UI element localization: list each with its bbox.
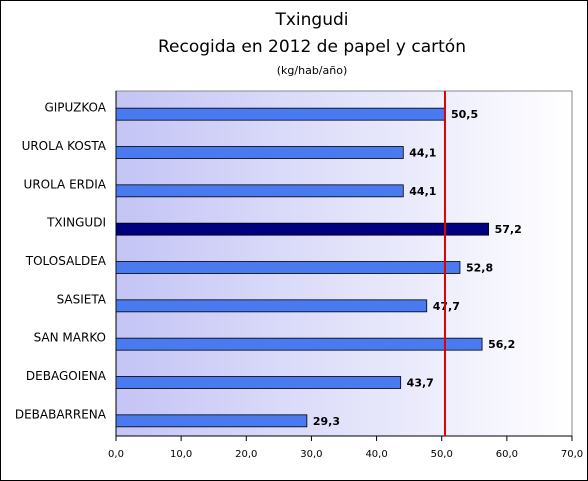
x-tick-label: 40,0 (365, 449, 387, 460)
y-tick-label: SASIETA (57, 292, 107, 306)
value-label: 52,8 (466, 262, 493, 275)
y-tick-label: SAN MARKO (34, 331, 106, 345)
bar (115, 184, 404, 198)
bar (115, 414, 308, 428)
bar (115, 337, 483, 351)
bar (115, 261, 461, 274)
bar (115, 107, 446, 121)
x-tick-label: 0,0 (108, 449, 124, 460)
value-label: 44,1 (409, 185, 436, 198)
y-tick-label: UROLA ERDIA (24, 177, 107, 191)
x-tick-label: 50,0 (431, 449, 453, 460)
value-label: 47,7 (433, 300, 460, 313)
y-tick-label: GIPUZKOA (44, 101, 106, 115)
value-label: 44,1 (409, 147, 436, 160)
x-tick-label: 10,0 (170, 449, 192, 460)
value-label: 50,5 (451, 108, 478, 121)
x-tick-label: 30,0 (300, 449, 322, 460)
y-tick-label: TXINGUDI (46, 216, 106, 230)
chart-title: Txingudi (274, 10, 348, 30)
value-label: 29,3 (313, 415, 340, 428)
bar (115, 376, 402, 389)
x-tick-label: 70,0 (561, 449, 583, 460)
value-label: 56,2 (488, 338, 515, 351)
value-label: 57,2 (495, 223, 522, 236)
units-label: (kg/hab/año) (277, 64, 348, 77)
x-tick-label: 20,0 (235, 449, 257, 460)
bar (115, 146, 404, 159)
y-tick-label: TOLOSALDEA (25, 254, 107, 268)
bar (115, 299, 428, 313)
y-tick-label: DEBAGOIENA (26, 369, 107, 383)
y-tick-label: UROLA KOSTA (22, 139, 107, 153)
bar (115, 222, 490, 236)
chart-subtitle: Recogida en 2012 de papel y cartón (158, 37, 466, 57)
value-label: 43,7 (407, 377, 434, 390)
x-tick-label: 60,0 (496, 449, 518, 460)
y-tick-label: DEBABARRENA (15, 407, 107, 421)
